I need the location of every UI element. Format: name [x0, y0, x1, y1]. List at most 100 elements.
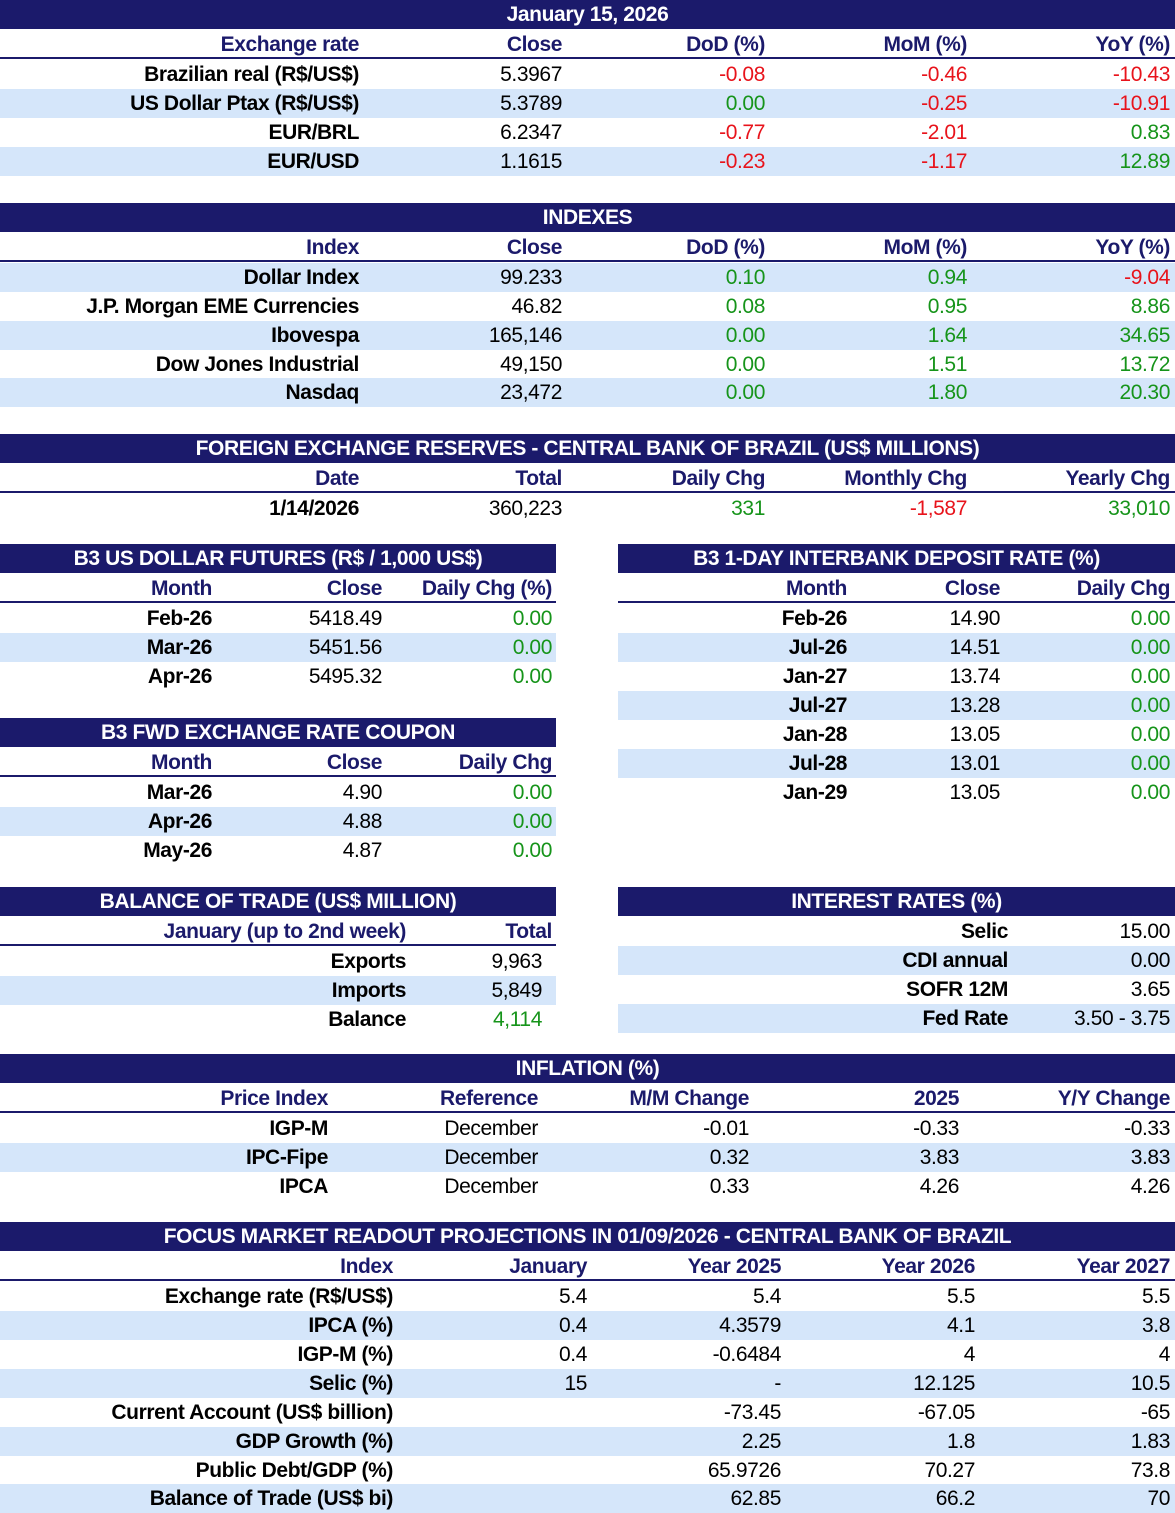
table-row: Exchange rate (R$/US$) 5.4 5.4 5.5 5.5: [0, 1282, 1175, 1311]
dod-value: 0.00: [725, 324, 766, 347]
col-close: Close: [326, 751, 383, 774]
futures-header-row: Month Close Daily Chg (%): [0, 574, 556, 603]
col-yoy: YoY (%): [1095, 236, 1170, 259]
close-value: 1.1615: [500, 150, 562, 173]
reserves-date: 1/14/2026: [269, 497, 359, 520]
table-row: Public Debt/GDP (%) 65.9726 70.27 73.8: [0, 1456, 1175, 1485]
reserves-total: 360,223: [488, 497, 563, 520]
inflation-title-band: INFLATION (%): [0, 1054, 1175, 1083]
month-label: Jan-27: [782, 665, 848, 688]
focus-2026: 4.1: [947, 1314, 975, 1337]
col-mm-change: M/M Change: [629, 1087, 749, 1110]
trade-label: Balance: [328, 1008, 406, 1031]
table-row: EUR/BRL 6.2347 -0.77 -2.01 0.83: [0, 118, 1175, 147]
table-row: Jan-27 13.74 0.00: [618, 662, 1175, 691]
table-row: IPC-Fipe December 0.32 3.83 3.83: [0, 1143, 1175, 1172]
dod-value: 0.00: [725, 92, 766, 115]
focus-2027: 73.8: [1130, 1459, 1171, 1482]
focus-label: Public Debt/GDP (%): [195, 1459, 394, 1482]
col-close: Close: [506, 236, 563, 259]
row-label: Dollar Index: [243, 266, 360, 289]
close-value: 13.74: [949, 665, 1000, 688]
chg-value: 0.00: [1130, 665, 1171, 688]
mom-value: 1.64: [927, 324, 968, 347]
table-row: Mar-26 4.90 0.00: [0, 778, 556, 807]
trade-total: 9,963: [491, 950, 542, 973]
table-row: Apr-26 4.88 0.00: [0, 807, 556, 836]
trade-title-band: BALANCE OF TRADE (US$ MILLION): [0, 887, 556, 916]
month-label: Jan-29: [782, 781, 848, 804]
table-row: Exports 9,963: [0, 947, 556, 976]
col-month: Month: [786, 577, 847, 600]
col-daily-chg: Daily Chg: [458, 751, 553, 774]
col-index: Index: [340, 1255, 393, 1278]
table-row: IGP-M December -0.01 -0.33 -0.33: [0, 1114, 1175, 1143]
close-value: 5451.56: [308, 636, 383, 659]
col-2025: 2025: [913, 1087, 960, 1110]
exchange-header-row: Exchange rate Close DoD (%) MoM (%) YoY …: [0, 30, 1175, 59]
close-value: 14.51: [949, 636, 1000, 659]
focus-2026: 4: [963, 1343, 976, 1366]
table-row: US Dollar Ptax (R$/US$) 5.3789 0.00 -0.2…: [0, 89, 1175, 118]
inflation-mm: -0.01: [703, 1117, 749, 1140]
yoy-value: -9.04: [1124, 266, 1170, 289]
focus-2027: 10.5: [1130, 1372, 1171, 1395]
chg-value: 0.00: [512, 607, 553, 630]
close-value: 4.88: [342, 810, 383, 833]
table-row: IPCA December 0.33 4.26 4.26: [0, 1172, 1175, 1201]
inflation-2025: -0.33: [913, 1117, 959, 1140]
month-label: Apr-26: [147, 810, 213, 833]
table-row: GDP Growth (%) 2.25 1.8 1.83: [0, 1427, 1175, 1456]
chg-value: 0.00: [1130, 723, 1171, 746]
focus-2025: -0.6484: [712, 1343, 782, 1366]
row-label: J.P. Morgan EME Currencies: [86, 295, 359, 318]
chg-value: 0.00: [1130, 636, 1171, 659]
inflation-label: IPC-Fipe: [246, 1146, 328, 1169]
reserves-title-band: FOREIGN EXCHANGE RESERVES - CENTRAL BANK…: [0, 434, 1175, 463]
focus-label: IPCA (%): [308, 1314, 393, 1337]
close-value: 5.3967: [500, 63, 562, 86]
focus-2025: 2.25: [741, 1430, 782, 1453]
row-label: Ibovespa: [271, 324, 359, 347]
rate-value: 15.00: [1119, 920, 1170, 943]
focus-2027: -65: [1140, 1401, 1171, 1424]
rates-title-band: INTEREST RATES (%): [618, 887, 1175, 916]
yoy-value: 20.30: [1119, 381, 1170, 404]
col-period: January (up to 2nd week): [163, 920, 407, 943]
month-label: Jul-27: [788, 694, 848, 717]
inflation-reference: December: [444, 1175, 538, 1198]
inflation-reference: December: [444, 1146, 538, 1169]
table-row: Brazilian real (R$/US$) 5.3967 -0.08 -0.…: [0, 60, 1175, 89]
dod-value: 0.00: [725, 353, 766, 376]
close-value: 4.87: [342, 839, 383, 862]
close-value: 13.05: [949, 723, 1000, 746]
close-value: 6.2347: [500, 121, 562, 144]
month-label: Jul-28: [788, 752, 848, 775]
row-label: EUR/USD: [267, 150, 359, 173]
col-yy-change: Y/Y Change: [1057, 1087, 1171, 1110]
focus-2026: 66.2: [935, 1487, 976, 1510]
chg-value: 0.00: [1130, 752, 1171, 775]
focus-2025: 65.9726: [707, 1459, 782, 1482]
close-value: 5418.49: [308, 607, 383, 630]
close-value: 13.05: [949, 781, 1000, 804]
rate-label: SOFR 12M: [906, 978, 1008, 1001]
interbank-header-row: Month Close Daily Chg: [618, 574, 1175, 603]
close-value: 165,146: [488, 324, 563, 347]
month-label: Feb-26: [781, 607, 848, 630]
focus-2027: 3.8: [1142, 1314, 1170, 1337]
dod-value: -0.23: [719, 150, 765, 173]
table-row: Feb-26 14.90 0.00: [618, 604, 1175, 633]
focus-2027: 70: [1147, 1487, 1170, 1510]
table-row: Jul-27 13.28 0.00: [618, 691, 1175, 720]
focus-2026: 1.8: [947, 1430, 975, 1453]
trade-total: 5,849: [491, 979, 542, 1002]
table-row: Jul-26 14.51 0.00: [618, 633, 1175, 662]
table-row: Apr-26 5495.32 0.00: [0, 662, 556, 691]
col-yearly-chg: Yearly Chg: [1065, 467, 1170, 490]
focus-2026: -67.05: [917, 1401, 976, 1424]
close-value: 99.233: [500, 266, 562, 289]
col-exchange-rate: Exchange rate: [220, 33, 360, 56]
rate-label: Fed Rate: [922, 1007, 1009, 1030]
reserves-header-row: Date Total Daily Chg Monthly Chg Yearly …: [0, 464, 1175, 493]
